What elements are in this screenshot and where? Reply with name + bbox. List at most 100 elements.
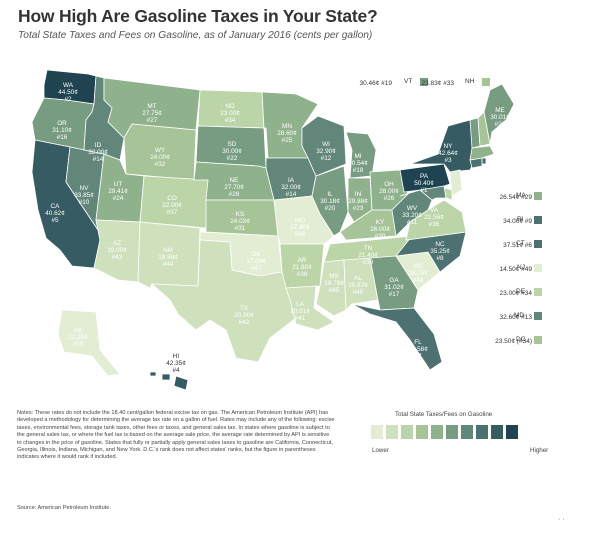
callout-swatch-nj <box>534 264 542 272</box>
legend-swatch-5 <box>431 425 443 439</box>
state-label-or-name: OR <box>57 120 67 127</box>
state-label-ca-name: CA <box>51 203 61 210</box>
state-label-hi-name: HI <box>173 353 180 360</box>
state-label-wa-value: 44.50¢ <box>58 89 78 96</box>
legend-swatch-7 <box>461 425 473 439</box>
state-label-co-name: CO <box>167 195 177 202</box>
legend-swatch-10 <box>506 425 518 439</box>
callout-label-nj: NJ <box>517 264 525 271</box>
callout-swatch-ri <box>534 216 542 224</box>
state-label-ak-value: 12.25¢ <box>68 334 88 341</box>
state-label-va-value: 22.56¢ <box>424 214 444 221</box>
callout-label-ri: RI <box>517 216 524 223</box>
callout-swatch-ma <box>534 192 542 200</box>
state-label-ga-name: GA <box>389 277 399 284</box>
state-FL <box>351 303 443 371</box>
state-AK <box>57 309 121 377</box>
state-label-nm-name: NM <box>163 247 173 254</box>
state-label-sc-value: 16.75¢ <box>408 270 428 277</box>
state-label-tn-rank: #39 <box>363 259 374 266</box>
state-label-ks-value: 24.03¢ <box>230 218 250 225</box>
legend-higher: Higher <box>530 447 549 454</box>
state-label-mi-rank: #18 <box>353 167 364 174</box>
state-label-pa-value: 50.40¢ <box>414 180 434 187</box>
state-label-ks-rank: #31 <box>235 225 246 232</box>
state-label-il-value: 30.18¢ <box>320 198 340 205</box>
state-label-mn-rank: #25 <box>282 137 293 144</box>
state-label-fl-name: FL <box>414 339 422 346</box>
legend-title: Total State Taxes/Fees on Gasoline <box>395 411 493 418</box>
state-label-ny-name: NY <box>444 143 454 150</box>
state-label-in-name: IN <box>355 191 362 198</box>
state-HI <box>149 371 157 377</box>
corner-mark: · · <box>558 516 565 523</box>
state-label-co-value: 22.00¢ <box>162 202 182 209</box>
legend-swatch-6 <box>446 425 458 439</box>
callout-swatch-nh <box>482 78 490 86</box>
legend-swatch-1 <box>371 425 383 439</box>
source-text: Source: American Petroleum Institute. <box>17 505 111 511</box>
state-label-ok-rank: #47 <box>251 265 262 272</box>
state-label-mi-value: 30.54¢ <box>348 160 368 167</box>
state-label-il-rank: #20 <box>325 205 336 212</box>
state-label-al-name: AL <box>354 275 362 282</box>
state-label-nv-rank: #10 <box>79 199 90 206</box>
state-ME <box>483 83 515 145</box>
state-label-wy-name: WY <box>155 147 166 154</box>
state-label-oh-value: 28.00¢ <box>379 188 399 195</box>
state-label-co-rank: #37 <box>167 209 178 216</box>
state-label-ok-name: OK <box>251 251 261 258</box>
callout-value-ri: 34.00¢ #9 <box>503 218 532 225</box>
state-label-me-value: 30.01¢ <box>490 114 510 121</box>
state-label-mt-name: MT <box>147 103 156 110</box>
state-NJ <box>449 169 463 197</box>
state-label-oh-rank: #26 <box>384 195 395 202</box>
state-label-az-rank: #43 <box>112 254 123 261</box>
state-label-az-name: AZ <box>113 240 121 247</box>
state-label-wi-rank: #12 <box>321 155 332 162</box>
state-label-ia-name: IA <box>288 177 295 184</box>
callout-swatch-md <box>534 312 542 320</box>
callout-value-dc: 23.50¢ (#34) <box>495 338 532 345</box>
state-label-wy-rank: #32 <box>155 161 166 168</box>
state-label-id-value: 32.00¢ <box>88 149 108 156</box>
state-label-me-name: ME <box>495 107 505 114</box>
state-label-ky-name: KY <box>376 219 385 226</box>
legend-bar <box>371 425 518 439</box>
callout-label-de: DE <box>516 288 526 295</box>
state-label-wy-value: 24.00¢ <box>150 154 170 161</box>
state-label-mt-value: 27.75¢ <box>142 110 162 117</box>
state-label-pa-rank: #1 <box>420 187 428 194</box>
state-label-ak-rank: #50 <box>73 341 84 348</box>
state-label-nv-value: 33.85¢ <box>74 192 94 199</box>
state-label-wv-name: WV <box>407 205 418 212</box>
state-label-ca-rank: #5 <box>51 217 59 224</box>
state-label-al-value: 20.87¢ <box>348 282 368 289</box>
state-label-sc-name: SC <box>414 263 423 270</box>
state-label-ar-value: 21.80¢ <box>292 264 312 271</box>
state-label-tx-rank: #42 <box>239 319 250 326</box>
state-label-ar-name: AR <box>298 257 307 264</box>
state-MD <box>419 185 447 201</box>
state-label-al-rank: #40 <box>353 289 364 296</box>
state-label-ne-value: 27.70¢ <box>224 184 244 191</box>
state-label-oh-name: OH <box>384 181 394 188</box>
state-label-ut-value: 29.41¢ <box>108 188 128 195</box>
state-label-ms-name: MS <box>329 273 339 280</box>
state-label-ok-value: 17.00¢ <box>246 258 266 265</box>
state-label-sd-name: SD <box>228 141 237 148</box>
state-label-tx-name: TX <box>240 305 249 312</box>
state-label-ny-value: 42.64¢ <box>438 150 458 157</box>
state-label-il-name: IL <box>327 191 333 198</box>
state-label-sd-value: 30.00¢ <box>222 148 242 155</box>
callout-value-ct: 37.51¢ #6 <box>503 242 532 249</box>
state-label-me-rank: #21 <box>495 121 506 128</box>
callout-value-vt: 30.46¢ #19 <box>359 80 392 87</box>
callout-label-ma: MA <box>516 192 526 199</box>
callout-value-ma: 26.54¢ #29 <box>499 194 532 201</box>
state-AL <box>343 257 379 311</box>
callout-label-ct: CT <box>516 240 525 247</box>
state-label-sc-rank: #48 <box>413 277 424 284</box>
state-label-ia-value: 32.00¢ <box>281 184 301 191</box>
notes-text: Notes: These rates do not include the 18… <box>17 410 335 461</box>
